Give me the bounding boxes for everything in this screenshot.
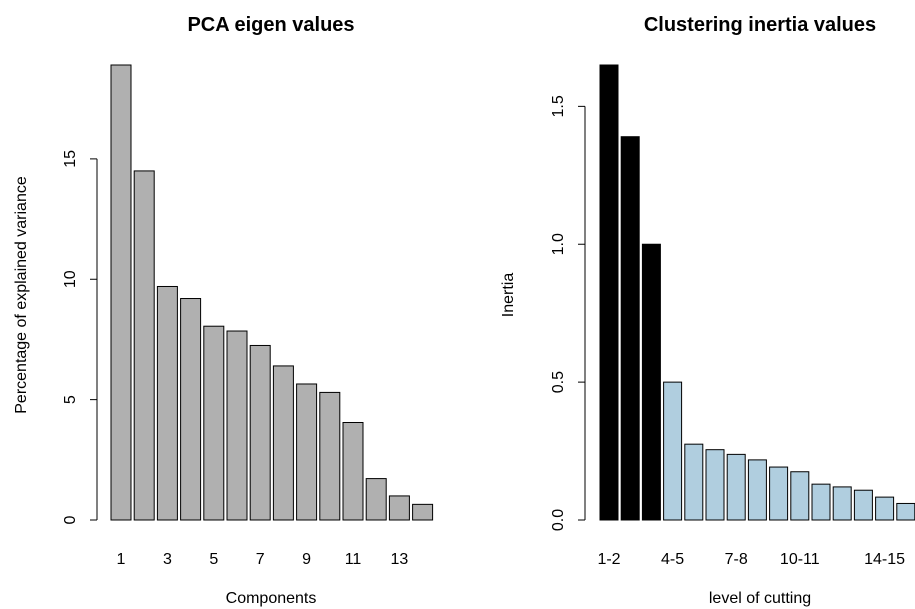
x-tick-label: 4-5 (661, 551, 684, 568)
bar-13 (388, 495, 410, 521)
bar-13-14 (853, 489, 873, 521)
bar-12 (365, 478, 387, 521)
bar-12-13 (832, 486, 852, 521)
y-tick-label: 10 (62, 270, 79, 288)
plot-area: 0.0 0.5 1.0 1.5 1-2 4-5 7-8 10-11 14-15 (550, 64, 915, 568)
x-tick-label: 11 (345, 551, 362, 568)
bar-6-7 (705, 449, 725, 521)
x-tick-label: 7-8 (725, 551, 748, 568)
x-tick-label: 1 (117, 551, 126, 568)
bar-14-15 (875, 496, 895, 521)
bar-2 (133, 170, 155, 521)
bar-11 (342, 422, 364, 521)
chart-title: Clustering inertia values (644, 14, 876, 36)
x-tick-label: 1-2 (597, 551, 620, 568)
y-tick-label: 1.5 (550, 95, 567, 117)
x-tick-label: 10-11 (780, 551, 820, 568)
bar-11-12 (811, 483, 831, 521)
y-tick-label: 5 (62, 395, 79, 404)
bar-2-3 (620, 136, 640, 521)
x-axis-label: level of cutting (709, 590, 811, 607)
x-axis-label: Components (226, 590, 317, 607)
x-tick-label: 3 (163, 551, 172, 568)
bar-10 (319, 391, 341, 521)
x-tick-label: 7 (256, 551, 265, 568)
bar-4 (180, 298, 202, 521)
y-tick-label: 0.0 (550, 509, 567, 531)
bar-3 (156, 285, 178, 521)
bar-7-8 (726, 453, 746, 521)
bar-5-6 (684, 443, 704, 521)
pca-eigen-chart: PCA eigen values Components Percentage o… (13, 14, 434, 607)
bar-7 (249, 344, 271, 521)
bar-3-4 (641, 243, 661, 521)
bar-9-10 (769, 466, 789, 521)
bar-8 (272, 365, 294, 521)
y-tick-label: 1.0 (550, 233, 567, 255)
bar-8-9 (747, 459, 767, 521)
bar-9 (296, 383, 318, 521)
bar-15-16 (896, 502, 915, 521)
x-tick-label: 14-15 (864, 551, 905, 568)
chart-title: PCA eigen values (187, 14, 354, 36)
y-tick-label: 0 (62, 515, 79, 524)
bar-6 (226, 330, 248, 521)
bar-5 (203, 325, 225, 521)
x-tick-label: 5 (209, 551, 218, 568)
bar-1 (110, 64, 132, 521)
bar-14 (412, 503, 434, 521)
bar-4-5 (663, 381, 683, 521)
bar-10-11 (790, 471, 810, 521)
y-tick-label: 15 (62, 150, 79, 168)
clustering-inertia-chart: Clustering inertia values level of cutti… (500, 14, 915, 607)
y-axis-label: Inertia (500, 273, 517, 318)
x-tick-label: 9 (302, 551, 311, 568)
bar-1-2 (599, 64, 619, 521)
x-tick-label: 13 (391, 551, 409, 568)
y-tick-label: 0.5 (550, 371, 567, 393)
y-axis-label: Percentage of explained variance (13, 176, 30, 414)
